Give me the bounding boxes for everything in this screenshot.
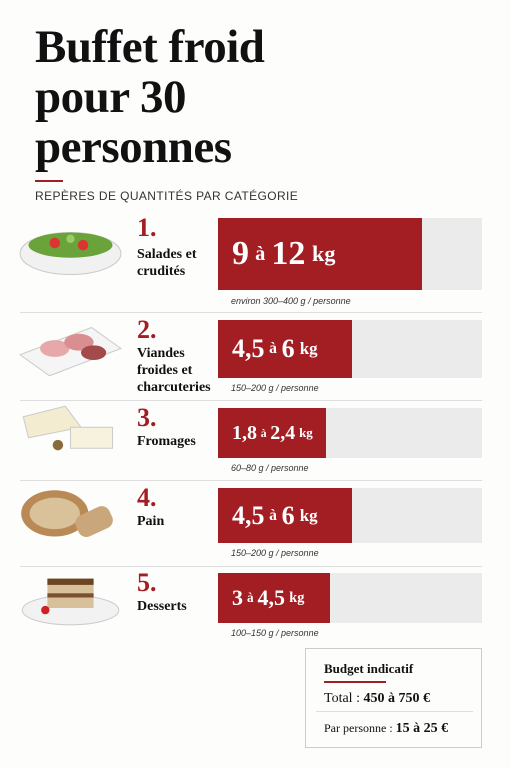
quantity-unit: kg (299, 505, 318, 525)
quantity-unit: kg (312, 241, 336, 266)
title: Buffet froid pour 30 personnes (35, 21, 265, 173)
quantity-bar: 1,8 à 2,4 kg (218, 408, 326, 458)
quantity-unit: kg (299, 339, 318, 358)
quantity-unit: kg (289, 589, 305, 606)
per-person-note: environ 300–400 g / personne (231, 296, 351, 306)
separator (20, 480, 482, 481)
item-number: 3. (137, 403, 157, 432)
quantity-min: 9 (232, 235, 249, 272)
quantity-min: 4,5 (232, 334, 265, 363)
item-number: 5. (137, 568, 157, 597)
accent-line (35, 180, 63, 182)
separator (20, 400, 482, 401)
quantity-sep: à (246, 590, 254, 605)
quantity-sep: à (255, 242, 266, 265)
quantity-sep: à (269, 506, 277, 524)
quantity-min: 1,8 (232, 421, 257, 444)
quantity-max: 4,5 (257, 585, 286, 610)
item-number: 2. (137, 315, 157, 344)
item-name: Salades et crudités (137, 247, 197, 279)
separator (20, 566, 482, 567)
per-person-note: 150–200 g / personne (231, 548, 319, 558)
quantity-max: 6 (281, 500, 295, 530)
quantity-sep: à (260, 425, 267, 440)
budget-box: Budget indicatif Total : 450 à 750 € Par… (305, 648, 482, 748)
item-name: Desserts (137, 599, 187, 614)
item-number: 1. (137, 213, 157, 242)
divider (316, 711, 473, 712)
quantity-max: 12 (271, 235, 306, 272)
quantity-max: 2,4 (270, 421, 296, 444)
per-label: Par personne : (324, 721, 393, 735)
item-name: Pain (137, 514, 165, 529)
food-illustration (21, 578, 120, 626)
quantity-sep: à (269, 340, 277, 357)
food-illustration (18, 326, 123, 377)
per-person-note: 150–200 g / personne (231, 383, 319, 393)
item-name: Viandes froides et charcuteries (137, 346, 211, 395)
budget-title: Budget indicatif (324, 661, 414, 676)
quantity-bar: 9 à 12 kg (218, 218, 422, 290)
separator (20, 312, 482, 313)
quantity-bar: 4,5 à 6 kg (218, 320, 352, 378)
per-person-note: 100–150 g / personne (231, 628, 319, 638)
accent-line (324, 681, 386, 683)
total-label: Total : (324, 691, 360, 706)
quantity-min: 3 (232, 585, 243, 610)
food-illustration (21, 489, 113, 537)
per-person-note: 60–80 g / personne (231, 463, 309, 473)
total-value: 450 à 750 € (363, 691, 430, 706)
quantity-bar: 4,5 à 6 kg (218, 488, 352, 543)
item-name: Fromages (137, 434, 196, 449)
item-number: 4. (137, 483, 157, 512)
quantity-max: 6 (281, 334, 295, 363)
quantity-min: 4,5 (232, 500, 265, 530)
food-illustration (22, 405, 114, 451)
per-value: 15 à 25 € (395, 721, 449, 736)
budget-per: Par personne : 15 à 25 € (324, 721, 448, 737)
quantity-unit: kg (299, 425, 313, 440)
food-illustration (19, 231, 122, 276)
quantity-bar: 3 à 4,5 kg (218, 573, 330, 623)
budget-total: Total : 450 à 750 € (324, 691, 430, 707)
subtitle: REPÈRES DE QUANTITÉS PAR CATÉGORIE (35, 189, 299, 203)
